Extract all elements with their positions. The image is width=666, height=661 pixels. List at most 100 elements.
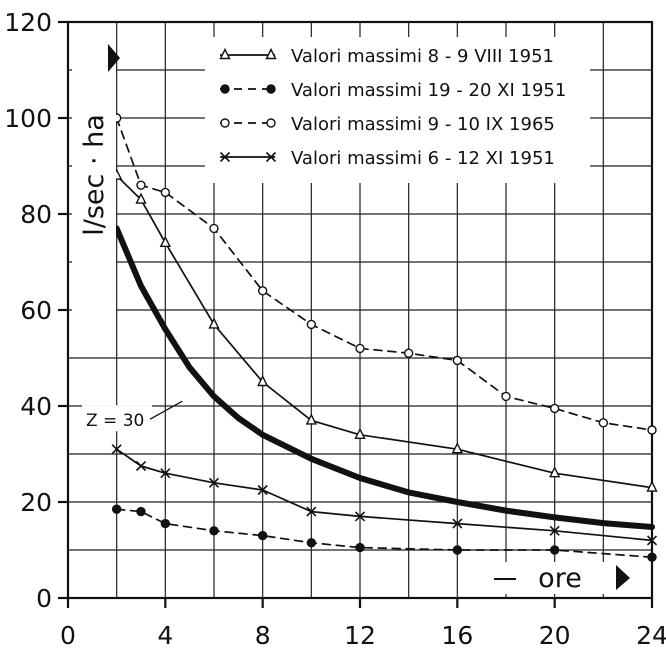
data-point-x <box>160 468 171 479</box>
data-point-x <box>265 151 277 163</box>
annotation-label: Z = 30 <box>86 411 144 431</box>
data-point-triangle <box>257 374 269 387</box>
data-point-open-circle <box>403 348 414 358</box>
data-point-open-circle <box>266 118 276 128</box>
data-point-open-circle <box>452 355 463 366</box>
legend-entry: Valori massimi 6 - 12 XI 1951 <box>219 148 555 169</box>
data-point-x-stroke <box>354 511 366 522</box>
data-point-x-stroke <box>265 151 277 163</box>
data-point-x-stroke <box>160 468 171 479</box>
data-point-x <box>257 484 268 496</box>
data-point-x-stroke <box>208 477 220 488</box>
data-point-open-circle <box>160 187 171 198</box>
annotation: Z = 30 <box>82 400 183 432</box>
data-point-filled-circle <box>549 545 560 555</box>
data-point-triangle <box>219 47 231 60</box>
data-point-filled-circle <box>647 552 657 562</box>
data-point-open-circle <box>549 403 560 414</box>
x-tick-label: 12 <box>344 621 376 650</box>
data-point-x <box>646 535 658 546</box>
data-point-filled-circle <box>220 84 230 94</box>
data-point-x-stroke <box>646 535 658 546</box>
data-point-x <box>208 477 220 488</box>
data-point-x-stroke <box>257 484 268 496</box>
y-axis-label-background <box>72 26 116 311</box>
data-point-open-circle <box>220 118 230 128</box>
data-point-filled-circle <box>355 542 365 553</box>
y-axis-arrow-icon <box>78 44 120 72</box>
series-line <box>115 448 653 542</box>
legend-label: Valori massimi 9 - 10 IX 1965 <box>291 114 555 135</box>
x-tick-label: 4 <box>157 621 173 650</box>
y-tick-label: 0 <box>36 584 52 613</box>
data-point-triangle <box>451 442 463 454</box>
data-point-filled-circle <box>306 538 317 548</box>
series-3 <box>111 113 657 435</box>
y-tick-label: 40 <box>20 392 52 421</box>
data-point-triangle <box>159 235 171 248</box>
data-point-x <box>135 460 147 472</box>
data-point-filled-circle <box>111 504 122 514</box>
data-point-triangle <box>646 480 658 492</box>
y-tick-label: 80 <box>20 200 52 229</box>
data-point-open-circle <box>306 319 317 330</box>
x-tick-label: 20 <box>539 621 571 650</box>
data-point-filled-circle <box>266 84 276 94</box>
series-4 <box>111 444 658 546</box>
y-axis-label: l/sec · ha <box>79 114 110 236</box>
data-point-open-circle <box>136 180 146 190</box>
data-point-triangle <box>354 427 366 439</box>
series-1 <box>111 168 658 492</box>
legend-label: Valori massimi 6 - 12 XI 1951 <box>291 148 555 169</box>
y-tick-label: 60 <box>20 296 52 325</box>
data-point-filled-circle <box>452 545 463 555</box>
x-tick-label: 8 <box>255 621 271 650</box>
data-point-triangle <box>208 317 220 329</box>
series-2 <box>111 504 657 562</box>
series-line <box>115 174 653 489</box>
data-point-x <box>219 151 231 163</box>
data-point-x-stroke <box>549 525 560 536</box>
data-point-x-stroke <box>306 506 317 517</box>
data-point-triangle <box>265 47 277 60</box>
legend-entry: Valori massimi 19 - 20 XI 1951 <box>220 80 566 101</box>
series-5 <box>113 225 655 530</box>
data-point-x <box>549 525 560 536</box>
series-line-bold <box>113 225 655 530</box>
data-point-filled-circle <box>257 530 268 541</box>
data-point-x <box>354 511 366 522</box>
legend: Valori massimi 8 - 9 VIII 1951 Valori mas… <box>205 37 590 183</box>
data-point-open-circle <box>209 223 219 234</box>
labels: l/sec · ha ore Z = 30 <box>72 26 630 594</box>
legend-label: Valori massimi 8 - 9 VIII 1951 <box>291 46 554 67</box>
data-point-triangle <box>135 192 147 204</box>
annotation-background <box>82 405 152 432</box>
annotation-leader <box>149 400 183 420</box>
series-layer <box>111 113 658 562</box>
axes: 0 4 8 12 16 20 24 0 20 40 60 80 100 120 <box>4 8 666 650</box>
legend-entry: Valori massimi 9 - 10 IX 1965 <box>220 114 555 135</box>
y-tick-label: 120 <box>4 8 52 37</box>
data-point-x-stroke <box>111 444 122 455</box>
data-point-open-circle <box>647 425 657 435</box>
data-point-filled-circle <box>209 526 219 536</box>
data-point-x-stroke <box>135 460 147 472</box>
data-point-open-circle <box>257 286 268 296</box>
legend-entry: Valori massimi 8 - 9 VIII 1951 <box>219 46 554 67</box>
data-point-open-circle <box>355 343 365 354</box>
x-tick-label: 0 <box>60 621 76 650</box>
x-axis-label: ore <box>538 563 582 594</box>
data-point-open-circle <box>501 391 511 402</box>
x-axis-arrow-icon <box>616 565 630 590</box>
x-tick-label: 16 <box>441 621 473 650</box>
data-point-triangle <box>549 466 561 478</box>
data-point-x <box>452 518 463 529</box>
data-point-x <box>306 506 317 517</box>
data-point-open-circle <box>598 418 609 428</box>
legend-label: Valori massimi 19 - 20 XI 1951 <box>291 80 566 101</box>
data-point-x <box>111 444 122 455</box>
data-point-filled-circle <box>160 518 171 529</box>
data-point-filled-circle <box>136 506 146 517</box>
x-tick-label: 24 <box>636 621 666 650</box>
